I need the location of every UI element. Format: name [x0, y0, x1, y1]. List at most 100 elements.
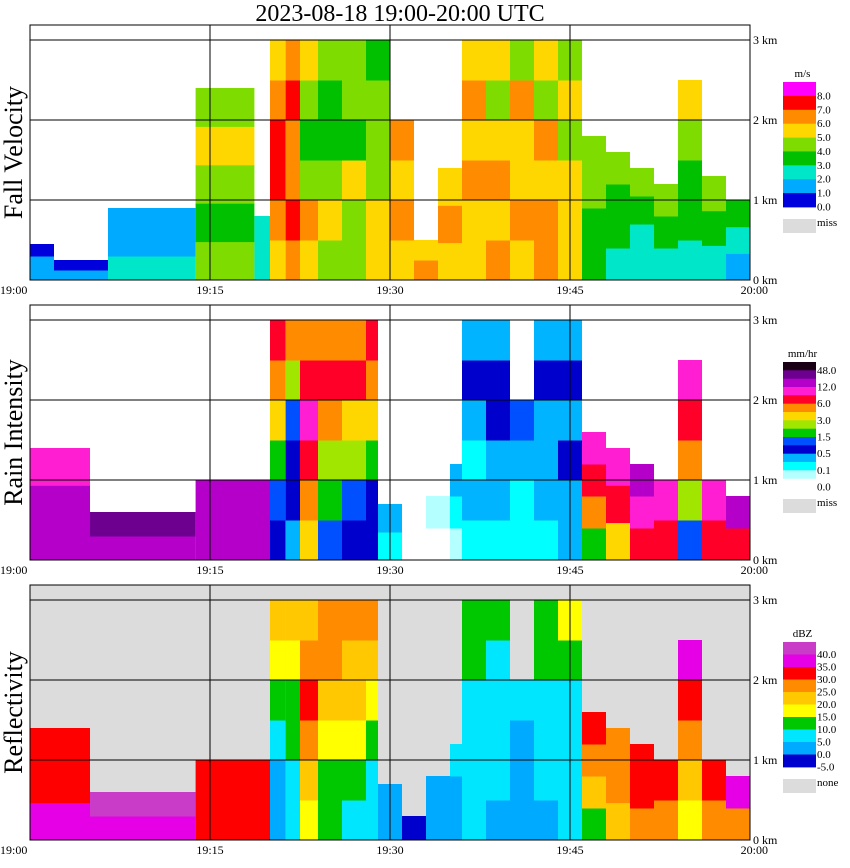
data-cell	[510, 40, 534, 81]
data-cell	[630, 528, 654, 561]
data-cell	[342, 120, 366, 161]
data-cell	[270, 440, 286, 481]
data-cell	[582, 136, 606, 173]
data-cell	[300, 360, 318, 401]
data-cell	[726, 226, 750, 254]
legend-label: -5.0	[817, 762, 835, 774]
x-tick-label: 19:45	[556, 283, 583, 297]
data-cell	[366, 120, 390, 161]
data-cell	[486, 160, 510, 201]
data-cell	[654, 520, 678, 561]
legend-label-missing: miss	[817, 217, 837, 229]
legend-swatch	[783, 193, 816, 208]
data-cell	[534, 720, 558, 761]
data-cell	[366, 760, 378, 801]
data-cell	[366, 240, 390, 281]
data-cell	[390, 160, 414, 201]
data-cell	[702, 176, 726, 212]
data-cell	[726, 200, 750, 228]
legend-swatch	[783, 123, 816, 138]
data-cell	[534, 80, 558, 121]
legend-label: 0.0	[817, 482, 831, 494]
y-tick-label: 3 km	[753, 593, 778, 607]
data-cell	[195, 760, 270, 801]
data-cell	[534, 200, 558, 241]
y-tick-label: 1 km	[753, 193, 778, 207]
data-cell	[270, 720, 286, 761]
data-cell	[300, 760, 318, 801]
data-cell	[426, 496, 450, 529]
data-cell	[318, 720, 342, 761]
data-cell	[402, 816, 426, 841]
x-tick-label: 19:15	[196, 563, 223, 577]
data-cell	[486, 760, 510, 801]
data-cell	[285, 200, 300, 241]
data-cell	[285, 720, 300, 761]
data-cell	[462, 320, 486, 361]
data-cell	[366, 40, 390, 81]
data-cell	[510, 520, 534, 561]
data-cell	[366, 440, 378, 481]
legend-label: 6.0	[817, 118, 831, 130]
data-cell	[462, 400, 486, 441]
data-cell	[270, 240, 286, 281]
data-cell	[285, 160, 300, 201]
data-cell	[30, 485, 90, 524]
data-cell	[318, 80, 342, 121]
legend-label: 1.0	[817, 188, 831, 200]
legend-label: 15.0	[817, 712, 837, 724]
data-cell	[270, 360, 286, 401]
legend-label: 7.0	[817, 104, 831, 116]
data-cell	[390, 240, 414, 281]
legend-label: 3.0	[817, 160, 831, 172]
data-cell	[462, 240, 486, 281]
data-cell	[510, 720, 534, 761]
data-cell	[30, 802, 90, 841]
data-cell	[582, 432, 606, 465]
legend-label: 40.0	[817, 649, 837, 661]
data-cell	[414, 240, 438, 261]
data-cell	[606, 152, 630, 185]
data-cell	[678, 720, 702, 761]
data-cell	[510, 240, 534, 281]
data-cell	[366, 320, 378, 361]
data-cell	[285, 40, 300, 81]
legend-label: 5.0	[817, 737, 831, 749]
data-cell	[678, 640, 702, 681]
data-cell	[678, 440, 702, 481]
data-cell	[654, 216, 678, 249]
data-cell	[462, 680, 486, 721]
data-cell	[342, 640, 366, 681]
data-cell	[450, 496, 462, 529]
legend-label: 12.0	[817, 382, 837, 394]
data-cell	[678, 480, 702, 521]
data-cell	[702, 210, 726, 246]
data-cell	[300, 520, 318, 561]
data-cell	[450, 776, 462, 809]
data-cell	[450, 528, 462, 561]
data-cell	[486, 80, 510, 121]
data-cell	[534, 760, 558, 801]
data-cell	[342, 480, 366, 521]
data-cell	[510, 800, 534, 841]
data-cell	[486, 440, 510, 481]
data-cell	[195, 88, 255, 127]
data-cell	[300, 200, 318, 241]
data-cell	[342, 440, 366, 481]
legend-swatch-missing	[783, 779, 816, 793]
data-cell	[366, 640, 378, 681]
data-cell	[54, 260, 108, 271]
x-tick-label: 20:00	[741, 283, 768, 297]
data-cell	[366, 200, 390, 241]
panel-2: 19:00 19:15 19:30 19:45 20:000 km 1 km 2 km 3 k…	[0, 304, 837, 577]
legend-label-missing: miss	[817, 497, 837, 509]
data-cell	[195, 241, 255, 281]
data-cell	[30, 256, 54, 269]
legend-label: 4.0	[817, 146, 831, 158]
data-cell	[462, 160, 486, 201]
data-cell	[426, 528, 450, 561]
y-axis-title: Rain Intensity	[0, 359, 28, 506]
data-cell	[726, 496, 750, 529]
data-cell	[318, 800, 342, 841]
data-cell	[285, 680, 300, 721]
